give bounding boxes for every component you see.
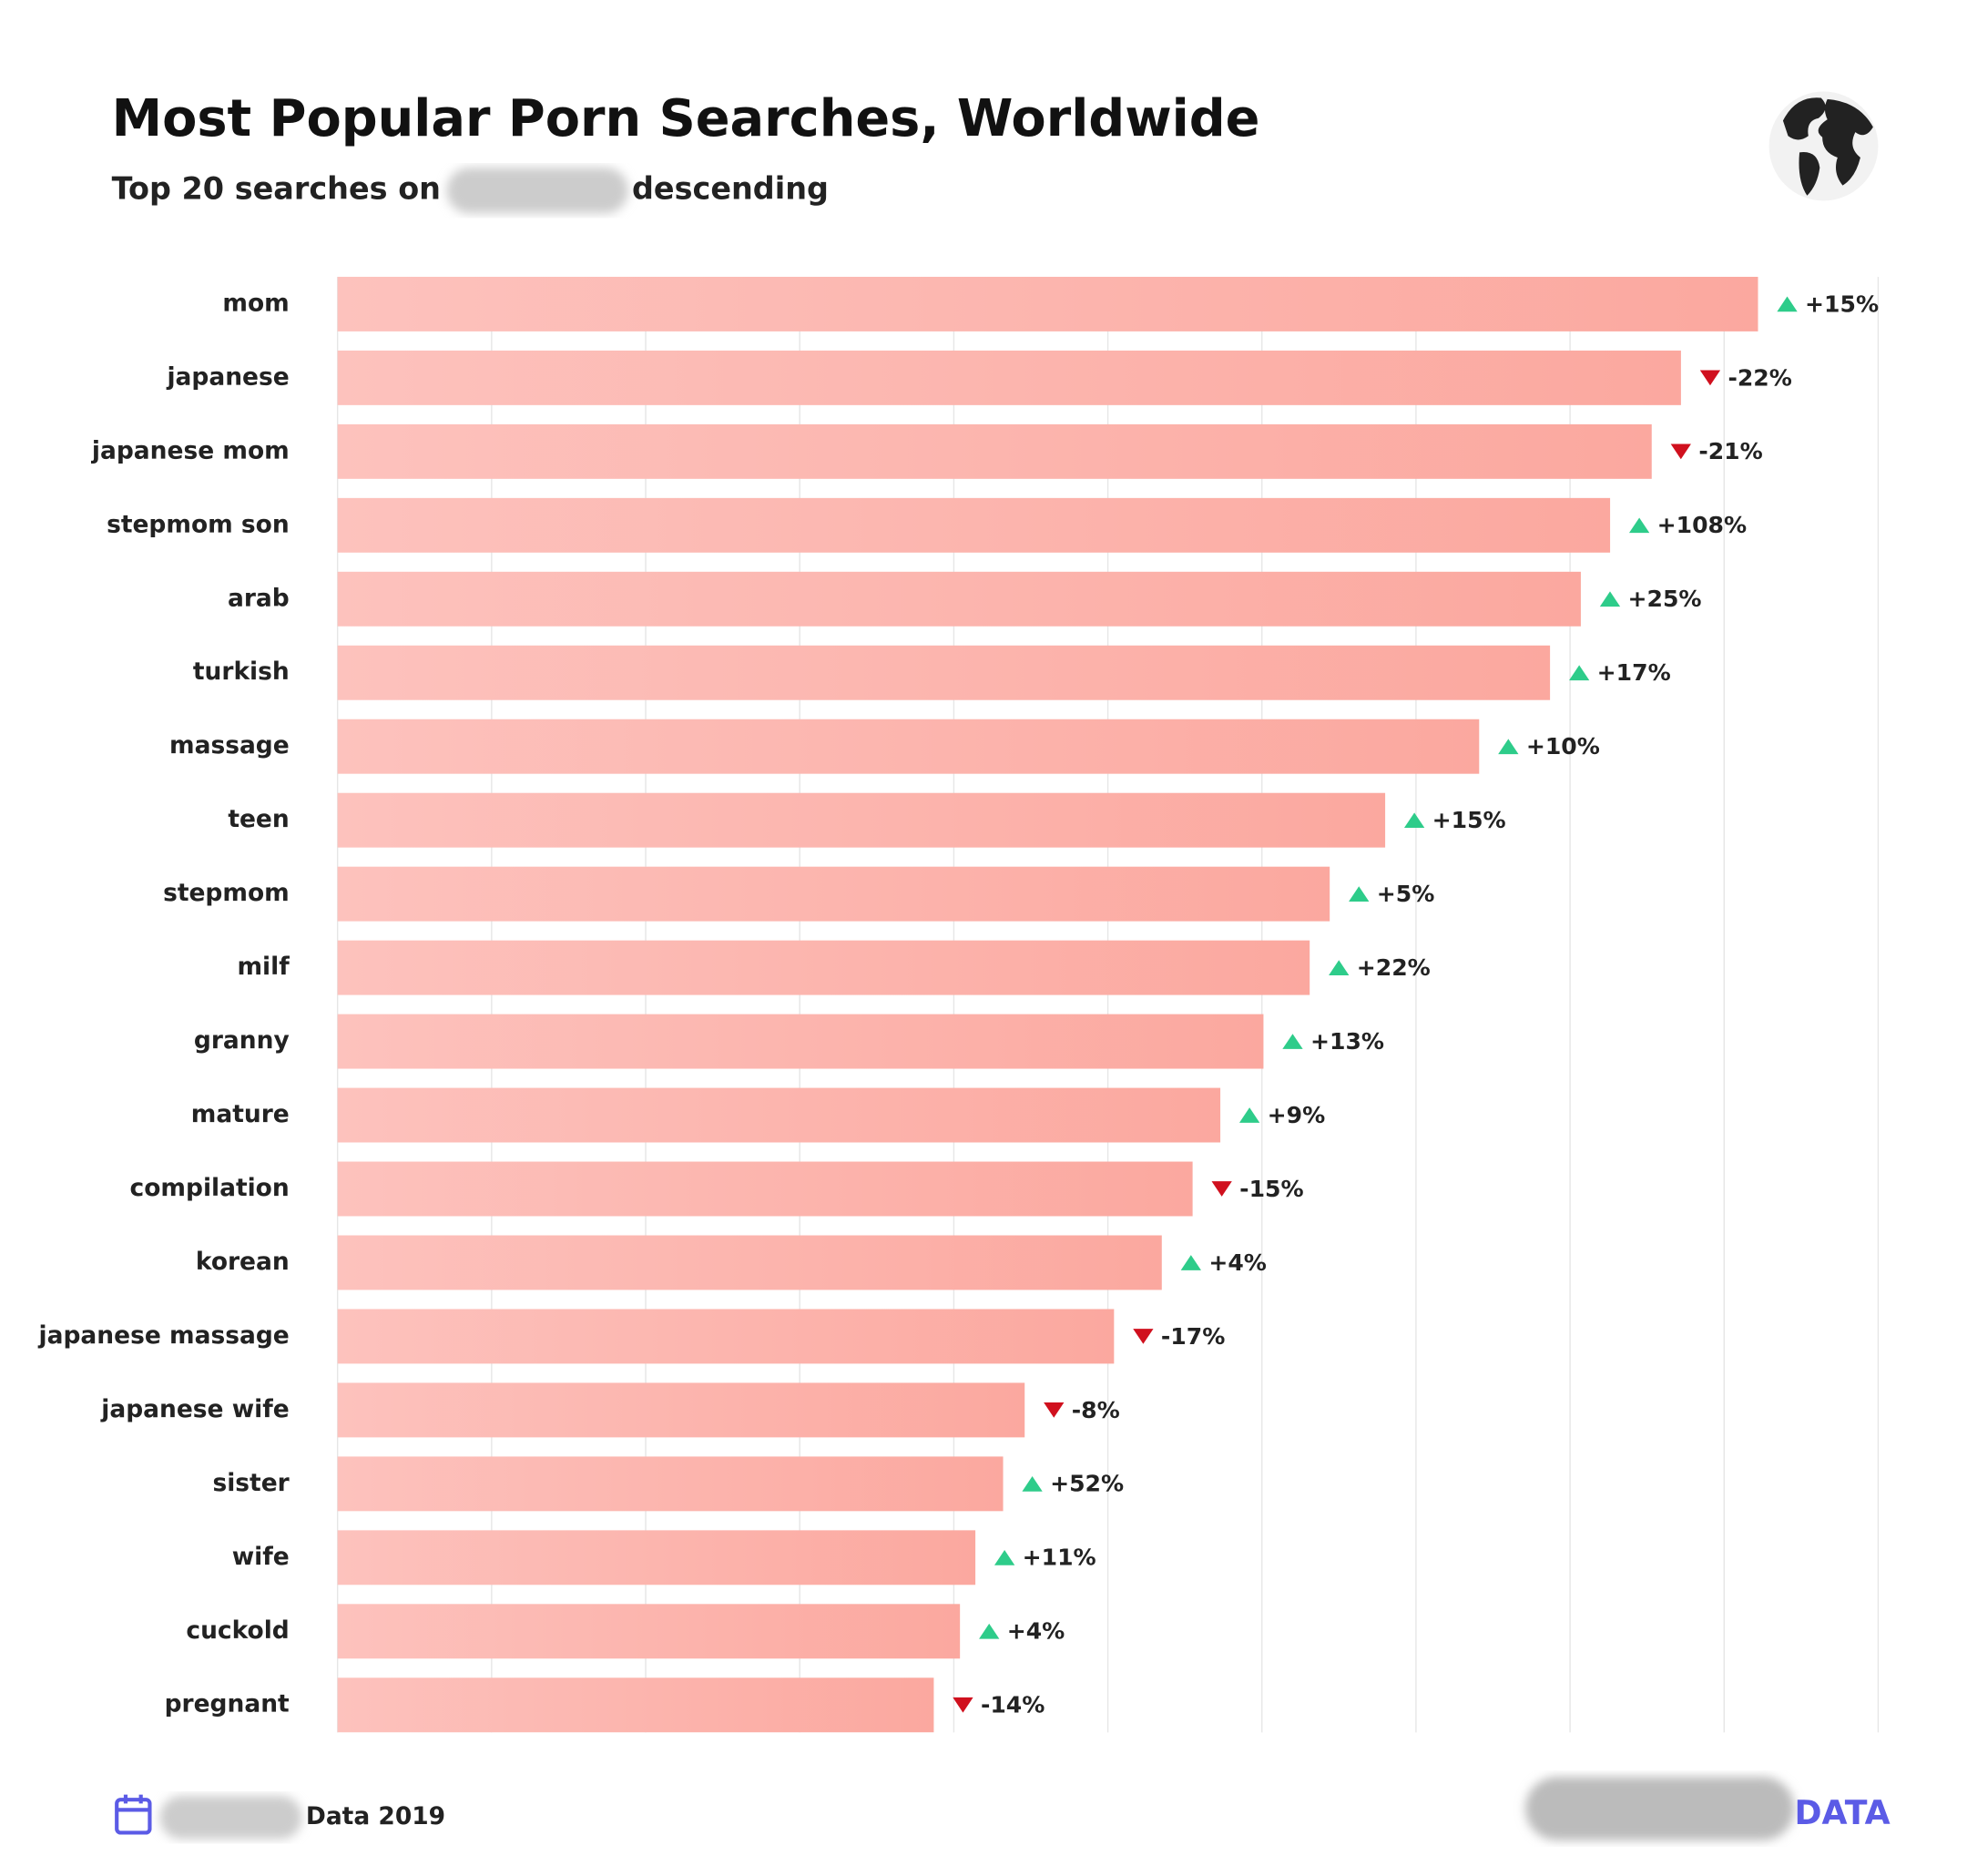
category-label: arab [228, 584, 290, 612]
bar [337, 1235, 1162, 1290]
up-marker [1628, 517, 1650, 534]
change-label: +5% [1377, 881, 1435, 907]
bar [337, 1382, 1025, 1438]
down-marker [1044, 1402, 1065, 1418]
bar [337, 1309, 1115, 1364]
category-label: wife [232, 1543, 290, 1571]
up-marker [1329, 960, 1350, 975]
category-label: turkish [193, 658, 290, 686]
category-label: japanese [166, 362, 289, 391]
bar [337, 866, 1330, 922]
change-label: -21% [1698, 438, 1762, 464]
down-marker [1670, 444, 1691, 460]
change-label: +22% [1357, 954, 1431, 981]
category-label: milf [237, 953, 290, 981]
up-marker [1349, 886, 1370, 902]
up-marker [1599, 591, 1621, 607]
change-label: +15% [1805, 291, 1879, 317]
category-label: korean [196, 1248, 290, 1276]
up-marker [979, 1623, 1000, 1639]
bar [337, 423, 1652, 479]
redacted-logo [1525, 1777, 1795, 1840]
bar [337, 645, 1551, 700]
category-label: japanese wife [100, 1395, 289, 1423]
category-label: compilation [130, 1174, 290, 1202]
up-marker [1777, 296, 1798, 312]
up-marker [1180, 1255, 1201, 1270]
change-label: +52% [1050, 1471, 1124, 1497]
change-label: +9% [1268, 1102, 1326, 1128]
category-label: teen [228, 805, 289, 833]
change-label: +13% [1310, 1028, 1384, 1055]
bar [337, 1677, 934, 1733]
category-label: granny [194, 1026, 290, 1055]
change-label: +10% [1526, 733, 1600, 760]
up-marker [1569, 665, 1590, 681]
category-label: stepmom son [107, 510, 290, 538]
bar [337, 571, 1581, 627]
change-label: -8% [1072, 1397, 1120, 1423]
down-marker [953, 1697, 973, 1713]
change-label: +108% [1657, 512, 1748, 538]
category-label: mature [191, 1100, 290, 1128]
category-label: cuckold [186, 1616, 289, 1645]
change-label: +25% [1628, 586, 1702, 612]
bar [337, 1161, 1193, 1217]
change-label: -17% [1161, 1323, 1225, 1350]
redacted [159, 1796, 302, 1840]
bar [337, 1014, 1264, 1069]
category-label: pregnant [165, 1690, 290, 1718]
change-label: +17% [1597, 659, 1671, 686]
subtitle: Top 20 searches on [112, 171, 441, 207]
redacted [446, 168, 628, 214]
down-marker [1133, 1329, 1154, 1344]
calendar-icon [115, 1794, 152, 1835]
up-marker [1498, 739, 1519, 755]
chart-title: Most Popular Porn Searches, Worldwide [112, 89, 1260, 148]
globe-icon [1768, 91, 1879, 201]
source: Data 2019 [306, 1802, 445, 1830]
up-marker [994, 1549, 1015, 1565]
down-marker [1211, 1181, 1232, 1197]
category-label: mom [222, 289, 289, 317]
change-label: +11% [1023, 1545, 1096, 1571]
bar [337, 940, 1310, 995]
up-marker [1238, 1107, 1260, 1123]
bar [337, 497, 1611, 553]
category-label: stepmom [163, 879, 290, 907]
up-marker [1022, 1476, 1043, 1492]
change-label: +4% [1208, 1249, 1267, 1276]
bar [337, 1604, 961, 1659]
category-label: japanese massage [38, 1321, 290, 1350]
up-marker [1403, 812, 1425, 829]
grid [336, 276, 1880, 1733]
subtitle: descending [632, 171, 829, 207]
bar [337, 719, 1480, 774]
category-label: japanese mom [91, 436, 290, 464]
brand: DATA [1794, 1793, 1890, 1832]
bar [337, 276, 1758, 331]
bar [337, 1456, 1004, 1512]
category-label: sister [212, 1469, 289, 1497]
change-label: -22% [1727, 364, 1791, 391]
bar [337, 350, 1681, 405]
category-label: massage [169, 731, 290, 760]
change-label: -15% [1239, 1176, 1303, 1202]
bar [337, 1087, 1221, 1143]
down-marker [1699, 370, 1721, 386]
bar [337, 792, 1386, 848]
change-label: -14% [981, 1692, 1045, 1718]
up-marker [1282, 1034, 1303, 1049]
bar [337, 1530, 976, 1585]
change-label: +4% [1007, 1618, 1065, 1645]
change-label: +15% [1432, 807, 1506, 833]
